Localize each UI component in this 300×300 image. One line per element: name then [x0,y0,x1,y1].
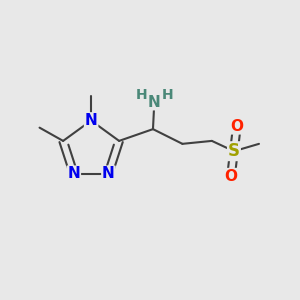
Text: H: H [135,88,147,102]
Text: N: N [102,166,115,181]
Text: O: O [230,119,243,134]
Text: N: N [148,94,161,110]
Text: N: N [85,113,98,128]
Text: O: O [224,169,238,184]
Text: S: S [228,142,240,160]
Text: N: N [68,166,80,181]
Text: H: H [162,88,173,102]
